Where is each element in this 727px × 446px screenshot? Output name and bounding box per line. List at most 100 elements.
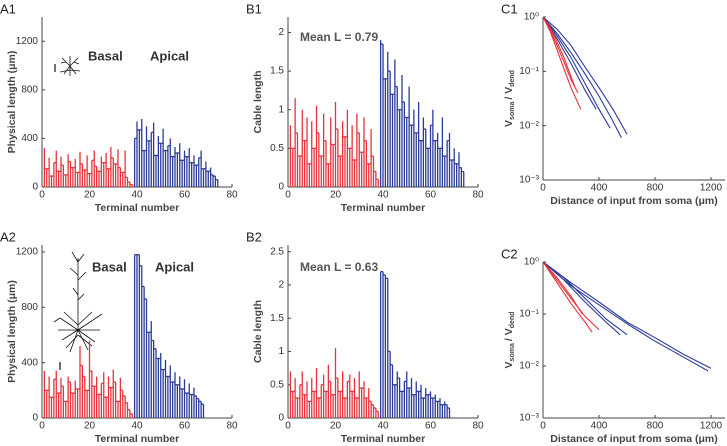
x-axis-label: Terminal number — [341, 202, 425, 214]
panel-label: A2 — [0, 229, 16, 244]
y-axis-label: Cable length — [252, 300, 264, 363]
y-axis-label: Physical length (μm) — [6, 51, 18, 154]
y-tick-label: 2 — [278, 27, 284, 38]
decay-curve — [542, 16, 611, 129]
decay-curve — [542, 261, 583, 315]
x-tick-label: 60 — [179, 190, 191, 201]
y-label-part: / V — [503, 87, 515, 100]
x-axis-label: Distance of input from soma (μm) — [550, 433, 717, 445]
x-axis-label: Terminal number — [341, 433, 425, 445]
x-tick-label: 60 — [425, 190, 437, 201]
x-tick-label: 400 — [591, 421, 608, 432]
y-tick-label: 0.5 — [270, 379, 284, 390]
y-label-subscript: soma — [509, 343, 516, 361]
y-tick-label: 400 — [21, 357, 38, 368]
x-tick-label: 1200 — [700, 183, 723, 194]
panel-label: C2 — [501, 246, 518, 261]
series-label: Apical — [150, 48, 189, 63]
x-tick-label: 40 — [131, 421, 143, 432]
panel-label: B1 — [246, 1, 262, 16]
y-label-subscript: soma — [509, 102, 516, 120]
decay-curve — [542, 16, 579, 94]
decay-curve — [542, 261, 621, 336]
series-label: Basal — [92, 259, 127, 274]
x-tick-label: 20 — [84, 190, 96, 201]
y-tick-label: 2.5 — [270, 246, 284, 257]
decay-curve — [542, 261, 628, 336]
annotation: Mean L = 0.79 — [300, 30, 378, 44]
y-label-subscript: dend — [509, 312, 516, 329]
x-tick-label: 80 — [226, 190, 238, 201]
x-tick-label: 20 — [330, 421, 342, 432]
x-tick-label: 80 — [472, 190, 484, 201]
y-tick-label: 10⁻³ — [519, 175, 539, 186]
annotation: Mean L = 0.63 — [300, 260, 378, 274]
y-tick-label: 10⁻² — [519, 120, 539, 131]
x-tick-label: 60 — [425, 421, 437, 432]
y-tick-label: 400 — [21, 133, 38, 144]
y-tick-label: 10⁻² — [519, 361, 539, 372]
neuron-icon — [54, 56, 81, 76]
decay-curve — [542, 261, 600, 331]
x-tick-label: 1200 — [700, 421, 723, 432]
x-tick-label: 80 — [472, 421, 484, 432]
series-label: Basal — [88, 48, 123, 63]
x-tick-label: 20 — [330, 190, 342, 201]
x-axis-label: Distance of input from soma (μm) — [550, 195, 717, 207]
decay-curve — [542, 16, 576, 88]
y-label-part: V — [503, 120, 515, 127]
y-tick-label: 0 — [32, 413, 38, 424]
decay-curve — [542, 261, 709, 372]
neuron-drawing — [53, 251, 103, 370]
y-tick-label: 0 — [278, 413, 284, 424]
y-label-subscript: dend — [509, 70, 516, 87]
x-tick-label: 0 — [39, 190, 45, 201]
x-tick-label: 0 — [285, 190, 291, 201]
y-tick-label: 10⁻³ — [519, 413, 539, 424]
y-axis-label: Cable length — [252, 70, 264, 133]
y-tick-label: 10⁰ — [524, 257, 539, 268]
x-tick-label: 0 — [285, 421, 291, 432]
x-tick-label: 0 — [39, 421, 45, 432]
x-tick-label: 40 — [131, 190, 143, 201]
y-tick-label: 1 — [278, 346, 284, 357]
x-tick-label: 60 — [179, 421, 191, 432]
y-axis-label: Vsoma / Vdend — [503, 70, 517, 127]
y-tick-label: 0.5 — [270, 143, 284, 154]
x-tick-label: 40 — [377, 190, 389, 201]
x-tick-label: 80 — [226, 421, 238, 432]
y-tick-label: 10⁰ — [524, 12, 539, 23]
y-label-part: / V — [503, 328, 515, 341]
y-tick-label: 1200 — [16, 36, 39, 47]
series-label: Apical — [155, 259, 194, 274]
decay-curve — [542, 261, 712, 369]
y-axis-label: Physical length (μm) — [6, 280, 18, 383]
y-label-part: V — [503, 361, 515, 368]
y-tick-label: 0 — [278, 182, 284, 193]
y-tick-label: 1200 — [16, 247, 39, 258]
y-tick-label: 1 — [278, 104, 284, 115]
x-tick-label: 400 — [591, 183, 608, 194]
y-tick-label: 0 — [32, 182, 38, 193]
decay-curve — [542, 16, 582, 110]
y-tick-label: 10⁻¹ — [519, 309, 539, 320]
x-tick-label: 0 — [540, 421, 546, 432]
x-tick-label: 800 — [647, 183, 664, 194]
y-tick-label: 10⁻¹ — [519, 66, 539, 77]
x-tick-label: 40 — [377, 421, 389, 432]
x-tick-label: 800 — [647, 421, 664, 432]
y-axis-label: Vsoma / Vdend — [503, 312, 517, 369]
y-tick-label: 1.5 — [270, 313, 284, 324]
x-tick-label: 20 — [84, 421, 96, 432]
y-tick-label: 1.5 — [270, 66, 284, 77]
panel-label: A1 — [0, 1, 16, 16]
x-axis-label: Terminal number — [95, 202, 179, 214]
decay-curve — [542, 16, 628, 135]
y-tick-label: 800 — [21, 302, 38, 313]
panel-label: B2 — [246, 229, 262, 244]
x-tick-label: 0 — [540, 183, 546, 194]
y-tick-label: 800 — [21, 84, 38, 95]
y-tick-label: 2 — [278, 280, 284, 291]
panel-label: C1 — [501, 1, 518, 16]
